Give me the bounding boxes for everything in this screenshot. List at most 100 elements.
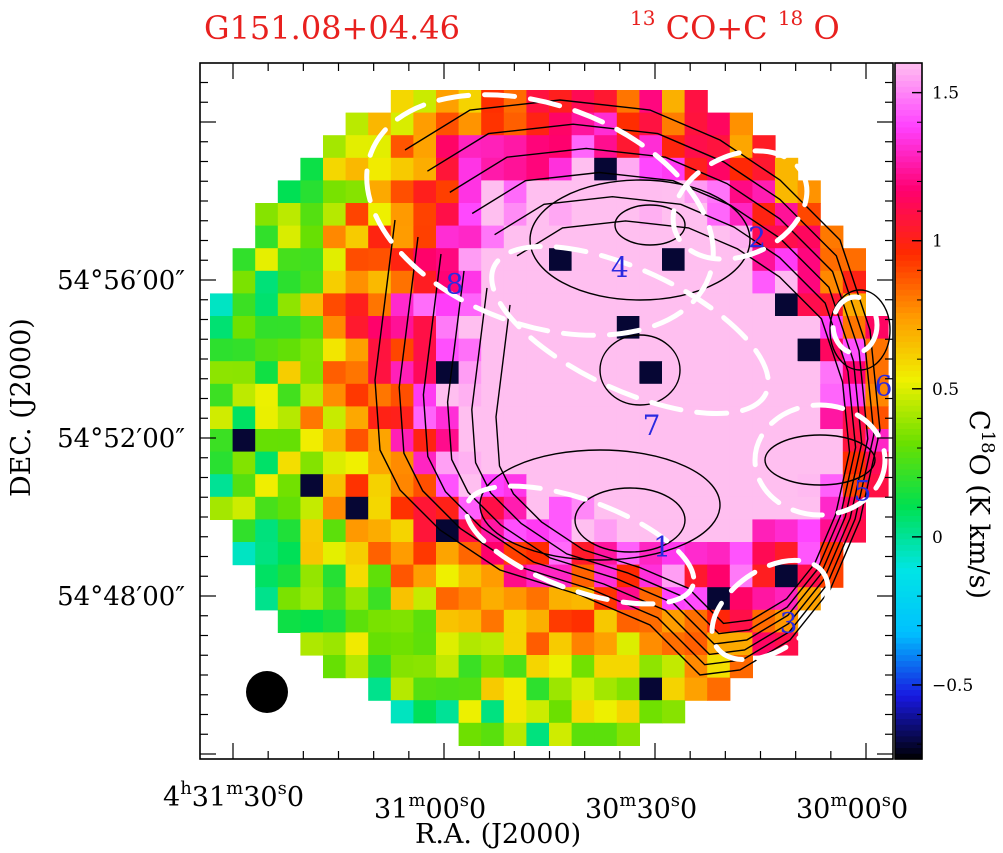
map-pixel	[436, 677, 460, 701]
map-pixel	[571, 587, 595, 611]
map-pixel	[684, 655, 708, 679]
map-pixel	[323, 203, 347, 227]
colorbar-segment	[895, 248, 922, 255]
map-pixel	[390, 542, 414, 566]
map-pixel	[277, 474, 301, 498]
map-pixel	[775, 157, 799, 181]
map-pixel	[481, 700, 505, 724]
map-pixel	[752, 203, 776, 227]
map-pixel	[210, 406, 234, 430]
map-pixel	[413, 248, 437, 272]
map-pixel	[481, 564, 505, 588]
map-pixel	[481, 632, 505, 656]
colorbar-segment	[895, 121, 922, 128]
colorbar-segment	[895, 660, 922, 667]
map-pixel	[549, 451, 573, 475]
map-pixel	[594, 225, 618, 249]
map-pixel	[345, 157, 369, 181]
plot-frame	[199, 62, 894, 760]
map-pixel	[436, 519, 460, 543]
map-pixel	[255, 451, 279, 475]
map-pixel	[729, 632, 753, 656]
map-pixel	[594, 655, 618, 679]
map-pixel	[549, 722, 573, 746]
colorbar-segment	[895, 138, 922, 145]
colorbar-segment	[895, 561, 922, 569]
map-pixel	[752, 542, 776, 566]
colorbar-segment	[895, 445, 922, 453]
map-pixel	[503, 609, 527, 633]
core-label-2: 2	[748, 221, 766, 254]
map-pixel	[820, 451, 844, 475]
map-pixel	[729, 361, 753, 385]
map-pixel	[300, 270, 324, 294]
map-pixel	[413, 564, 437, 588]
map-pixel	[232, 542, 256, 566]
map-pixel	[662, 112, 686, 136]
colorbar-segment	[895, 80, 922, 87]
map-pixel	[481, 677, 505, 701]
map-pixel	[481, 383, 505, 407]
map-pixel	[616, 180, 640, 204]
colorbar-segment	[895, 167, 922, 174]
map-pixel	[323, 632, 347, 656]
title-isotope-18: 18	[778, 6, 803, 30]
map-pixel	[526, 112, 550, 136]
map-pixel	[413, 496, 437, 520]
colorbar-segment	[895, 370, 922, 377]
colorbar-segment	[895, 399, 922, 406]
map-pixel	[775, 248, 799, 272]
map-pixel	[368, 632, 392, 656]
map-pixel	[571, 225, 595, 249]
map-pixel	[684, 542, 708, 566]
x-tick-ssup: s	[460, 790, 469, 811]
map-pixel	[503, 361, 527, 385]
map-pixel	[797, 270, 821, 294]
map-pixel	[413, 338, 437, 362]
map-pixel	[323, 383, 347, 407]
map-pixel	[503, 429, 527, 453]
x-tick-label: 31m00s0	[374, 790, 486, 825]
map-pixel	[594, 632, 618, 656]
map-pixel	[300, 203, 324, 227]
colorbar-label-sup: 18	[977, 431, 998, 454]
contour-core1-inner	[574, 487, 686, 553]
map-pixel	[684, 338, 708, 362]
colorbar-segment	[895, 596, 922, 603]
colorbar-tick-label: −0.5	[932, 676, 973, 696]
map-pixel	[571, 429, 595, 453]
map-pixel	[639, 361, 663, 385]
map-pixel	[662, 542, 686, 566]
colorbar-segment	[895, 260, 922, 267]
map-pixel	[526, 429, 550, 453]
map-pixel	[797, 542, 821, 566]
map-pixel	[707, 429, 731, 453]
map-pixel	[797, 361, 821, 385]
map-pixel	[481, 587, 505, 611]
map-pixel	[368, 496, 392, 520]
map-pixel	[255, 406, 279, 430]
map-pixel	[390, 90, 414, 114]
map-pixel	[345, 609, 369, 633]
map-pixel	[323, 451, 347, 475]
map-pixel	[549, 609, 573, 633]
map-pixel	[639, 429, 663, 453]
colorbar-label-rest: O (K km/s)	[963, 454, 994, 599]
map-pixel	[345, 632, 369, 656]
map-pixel	[707, 542, 731, 566]
map-pixel	[458, 564, 482, 588]
map-pixel	[277, 225, 301, 249]
map-pixel	[413, 655, 437, 679]
map-pixel	[616, 655, 640, 679]
map-pixel	[526, 157, 550, 181]
colorbar-segment	[895, 341, 922, 348]
colorbar-segment	[895, 648, 922, 656]
x-tick-frac: 0	[891, 794, 908, 825]
map-pixel	[300, 519, 324, 543]
colorbar-segment	[895, 503, 922, 511]
colorbar-segment	[895, 683, 922, 690]
map-pixel	[255, 316, 279, 340]
map-pixel	[594, 700, 618, 724]
map-pixel	[436, 564, 460, 588]
y-tick-labels: 54°56′00″ 54°52′00″ 54°48′00″	[57, 266, 185, 612]
